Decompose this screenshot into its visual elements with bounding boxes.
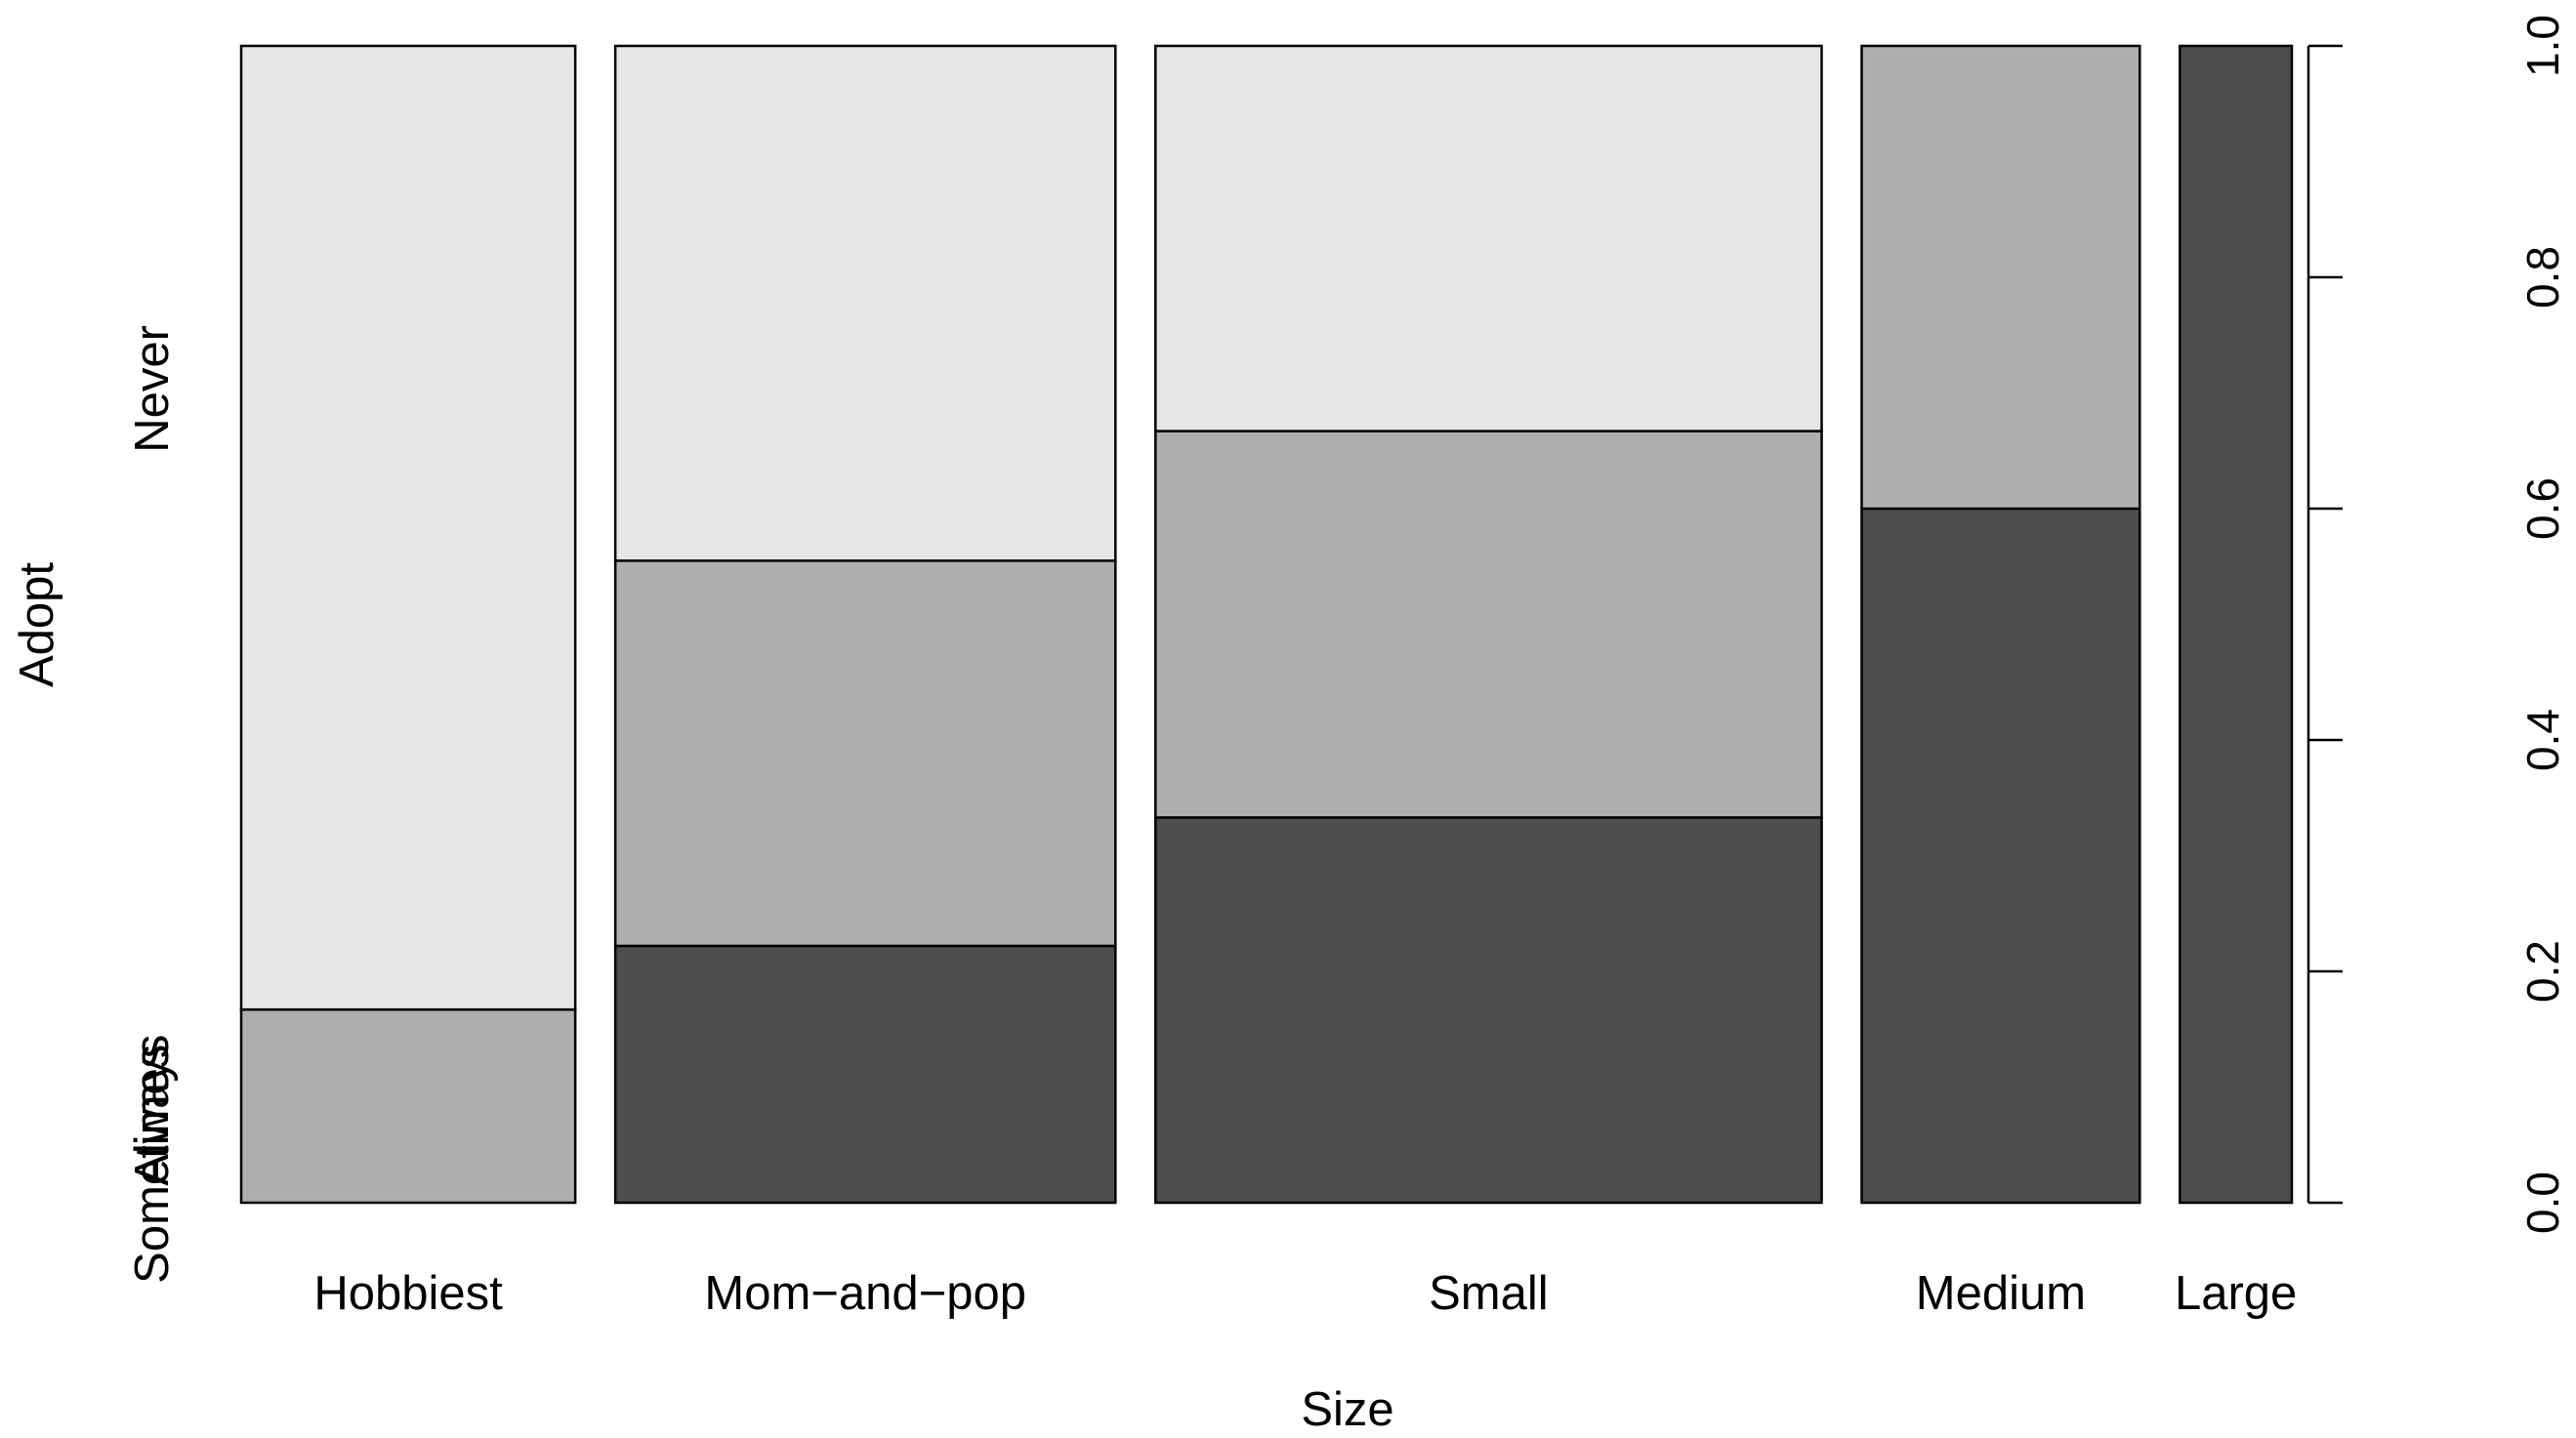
y-tick-label: 0.0: [2517, 1171, 2568, 1234]
level-label-sometimes: Sometimes: [126, 1045, 179, 1284]
y-axis-right: 0.0 0.2 0.4 0.6 0.8 1.0: [2306, 15, 2568, 1234]
segment-3-always: [1860, 507, 2141, 1205]
x-category-label: Small: [1429, 1267, 1549, 1320]
x-category-label: Large: [2175, 1267, 2297, 1320]
segment-2-sometimes: [1154, 430, 1823, 819]
segment-1-sometimes: [613, 559, 1117, 948]
x-axis-title: Size: [1301, 1383, 1393, 1436]
segment-0-never: [239, 44, 577, 1011]
segment-2-always: [1154, 816, 1823, 1205]
segment-0-sometimes: [239, 1007, 577, 1205]
y-tick-label: 0.2: [2517, 940, 2568, 1003]
level-label-always: Always: [126, 1035, 179, 1186]
segment-1-always: [613, 944, 1117, 1205]
x-category-label: Hobbiest: [313, 1267, 503, 1320]
segment-4-always: [2179, 44, 2294, 1205]
y-tick-label: 0.8: [2517, 246, 2568, 308]
x-category-label: Mom−and−pop: [704, 1267, 1026, 1320]
y-tick-label: 1.0: [2517, 15, 2568, 77]
level-label-never: Never: [126, 325, 179, 453]
x-category-label: Medium: [1916, 1267, 2086, 1320]
plot-segments: [239, 44, 2294, 1205]
x-category-labels: Hobbiest Mom−and−pop Small Medium Large: [313, 1267, 2297, 1320]
segment-2-never: [1154, 44, 1823, 432]
segment-3-sometimes: [1860, 44, 2141, 511]
y-axis-title: Adopt: [11, 562, 63, 687]
y-tick-label: 0.4: [2517, 709, 2568, 771]
y-tick-label: 0.6: [2517, 477, 2568, 540]
segment-1-never: [613, 44, 1117, 562]
